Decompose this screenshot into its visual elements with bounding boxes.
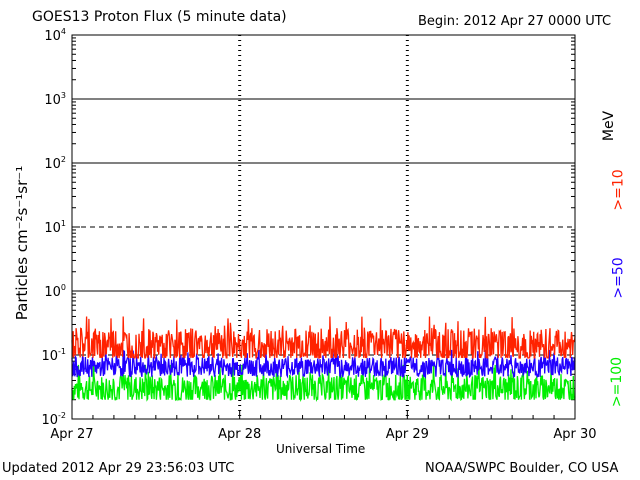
x-tick-label: Apr 27 (50, 427, 93, 442)
legend-ge50: >=50 (610, 257, 627, 299)
y-tick-label: 102 (44, 155, 66, 172)
x-tick-label: Apr 30 (553, 427, 596, 442)
y-tick-label: 103 (44, 91, 66, 108)
y-tick-label: 10-1 (41, 347, 66, 364)
chart-title: GOES13 Proton Flux (5 minute data) (32, 9, 287, 25)
updated-timestamp: Updated 2012 Apr 29 23:56:03 UTC (2, 461, 235, 476)
y-axis-label: Particles cm⁻²s⁻¹sr⁻¹ (13, 165, 31, 321)
begin-time: Begin: 2012 Apr 27 0000 UTC (418, 14, 612, 29)
series-ge10 (71, 316, 576, 359)
series-ge100 (71, 364, 576, 403)
legend-ge100: >=100 (609, 356, 626, 408)
legend-ge10: >=10 (610, 169, 627, 211)
y-tick-label: 104 (44, 27, 66, 44)
x-tick-label: Apr 28 (218, 427, 261, 442)
credit: NOAA/SWPC Boulder, CO USA (425, 461, 619, 476)
x-axis-label: Universal Time (276, 442, 366, 456)
unit-label: MeV (601, 110, 618, 142)
series-ge50 (71, 349, 576, 379)
y-tick-label: 10-2 (41, 411, 66, 428)
x-tick-label: Apr 29 (386, 427, 429, 442)
y-tick-label: 100 (44, 283, 66, 300)
y-tick-label: 101 (44, 219, 66, 236)
